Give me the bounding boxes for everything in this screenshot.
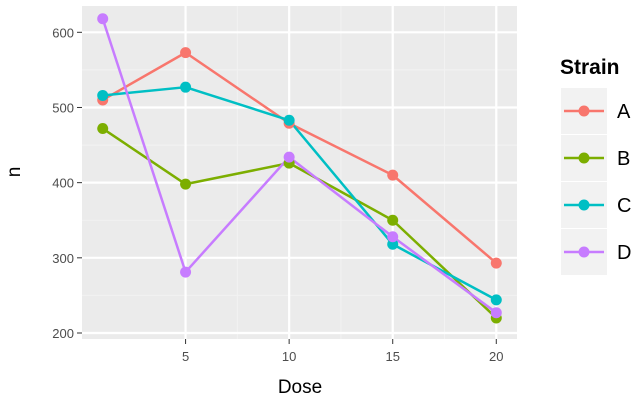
legend-label-B: B <box>617 148 630 170</box>
point-C <box>490 294 502 306</box>
x-axis-title: Dose <box>278 377 322 398</box>
legend-point-D <box>578 246 590 258</box>
y-tick-label: 300 <box>52 251 74 266</box>
grid-major <box>82 6 517 339</box>
point-C <box>97 89 109 101</box>
legend: Strain A B C D <box>560 56 631 275</box>
y-tick-label: 400 <box>52 176 74 191</box>
point-B <box>387 214 399 226</box>
point-C <box>180 81 192 93</box>
x-tick-label: 20 <box>489 349 503 364</box>
point-B <box>97 123 109 135</box>
legend-label-C: C <box>617 195 631 217</box>
series-points <box>97 13 502 324</box>
legend-point-B <box>578 152 590 164</box>
legend-point-C <box>578 199 590 211</box>
point-D <box>97 13 109 25</box>
point-A <box>490 257 502 269</box>
point-B <box>180 178 192 190</box>
point-A <box>387 169 399 181</box>
legend-point-A <box>578 105 590 117</box>
point-C <box>283 114 295 126</box>
y-tick-label: 200 <box>52 326 74 341</box>
y-axis-title: n <box>4 167 25 178</box>
point-D <box>180 266 192 278</box>
point-D <box>490 307 502 319</box>
legend-label-A: A <box>617 101 631 123</box>
point-A <box>180 47 192 59</box>
x-tick-label: 10 <box>282 349 296 364</box>
point-D <box>387 231 399 243</box>
y-tick-label: 500 <box>52 100 74 115</box>
x-tick-label: 5 <box>182 349 189 364</box>
x-tick-label: 15 <box>385 349 399 364</box>
plot-panel <box>82 6 517 339</box>
y-axis: 200 300 400 500 600 <box>52 25 82 341</box>
y-tick-label: 600 <box>52 25 74 40</box>
point-D <box>283 151 295 163</box>
x-axis: 5 10 15 20 <box>182 339 504 364</box>
legend-title: Strain <box>560 56 620 79</box>
point-C <box>387 238 399 250</box>
legend-label-D: D <box>617 242 631 264</box>
